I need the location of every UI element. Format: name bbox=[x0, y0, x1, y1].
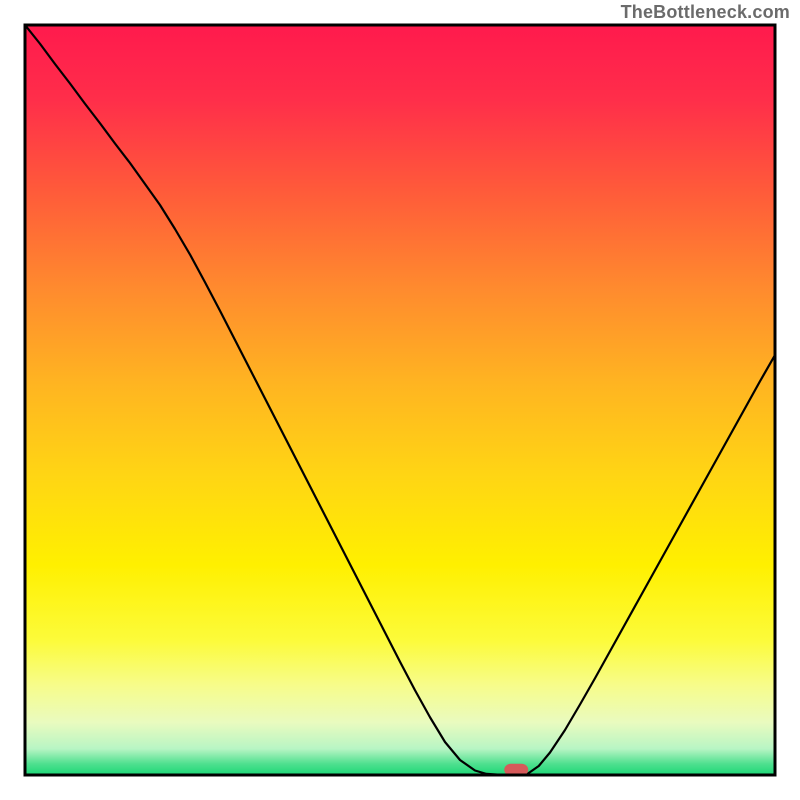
watermark-text: TheBottleneck.com bbox=[621, 2, 790, 23]
bottleneck-chart bbox=[0, 0, 800, 800]
chart-container: TheBottleneck.com bbox=[0, 0, 800, 800]
